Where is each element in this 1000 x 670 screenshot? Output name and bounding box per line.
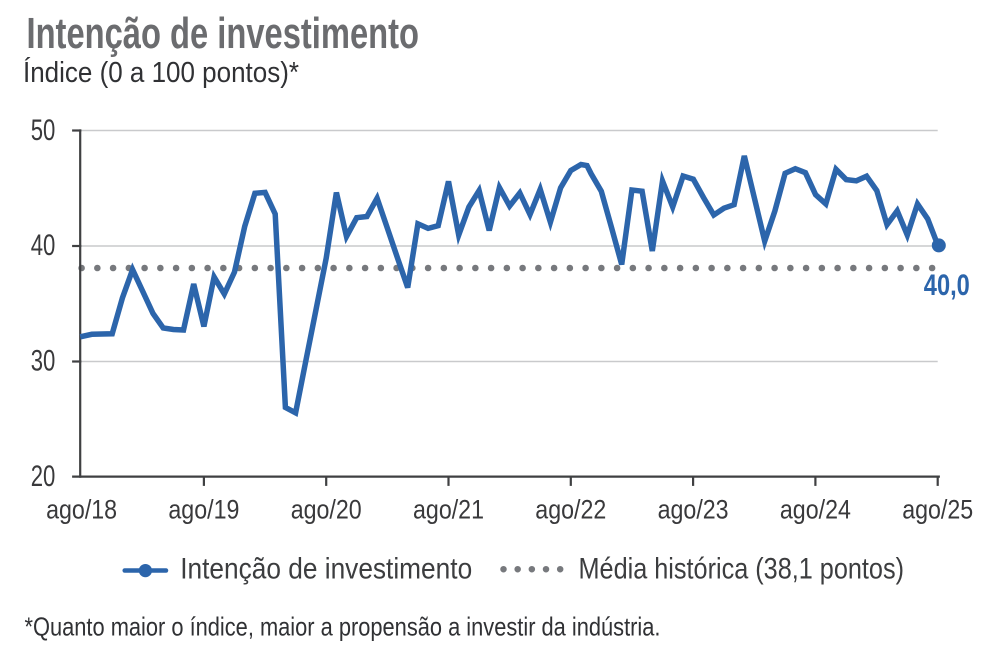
svg-text:ago/20: ago/20	[291, 495, 362, 525]
svg-text:Média histórica (38,1 pontos): Média histórica (38,1 pontos)	[579, 553, 905, 586]
svg-text:30: 30	[31, 345, 56, 378]
svg-text:Intenção de investimento: Intenção de investimento	[27, 9, 420, 58]
svg-text:50: 50	[31, 114, 56, 147]
svg-text:ago/21: ago/21	[413, 495, 484, 525]
svg-text:Intenção de investimento: Intenção de investimento	[180, 553, 472, 586]
svg-text:ago/25: ago/25	[902, 495, 973, 525]
svg-text:ago/19: ago/19	[168, 495, 239, 525]
svg-text:ago/22: ago/22	[535, 495, 606, 525]
svg-text:ago/23: ago/23	[658, 495, 729, 525]
svg-text:40,0: 40,0	[924, 269, 970, 302]
svg-text:40: 40	[31, 229, 56, 262]
svg-text:*Quanto maior o índice, maior: *Quanto maior o índice, maior a propensã…	[25, 612, 661, 642]
svg-text:Índice (0 a 100 pontos)*: Índice (0 a 100 pontos)*	[23, 57, 299, 89]
svg-text:ago/24: ago/24	[780, 495, 851, 525]
svg-text:ago/18: ago/18	[46, 495, 117, 525]
svg-text:20: 20	[31, 460, 56, 493]
